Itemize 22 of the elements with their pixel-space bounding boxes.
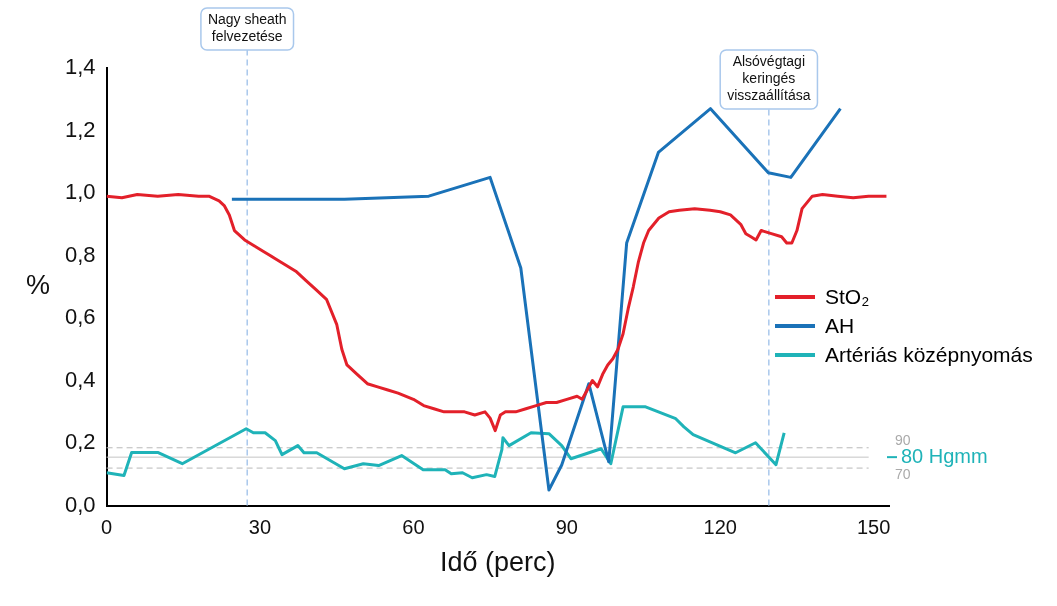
ref-line-label: Alsóvégtagi keringés visszaállítása <box>727 52 811 103</box>
x-axis-title: Idő (perc) <box>440 547 556 578</box>
y-tick-label: 1,4 <box>64 54 96 80</box>
y-tick-label: 0,8 <box>64 241 96 267</box>
y-tick-label: 0,2 <box>64 429 96 455</box>
x-tick-label: 0 <box>101 516 113 539</box>
legend-label: Artériás középnyomás <box>825 342 1033 368</box>
x-tick-label: 150 <box>856 516 891 539</box>
ref-line-label: Nagy sheath felvezetése <box>207 10 287 44</box>
x-tick-label: 30 <box>248 516 272 539</box>
y-tick-label: 0,4 <box>64 366 96 392</box>
y-axis-title: % <box>25 270 51 301</box>
y-tick-label: 0,0 <box>64 491 96 517</box>
legend-label: AH <box>825 313 855 339</box>
text: 70 <box>895 465 911 482</box>
x-tick-label: 120 <box>703 516 737 539</box>
x-tick-label: 60 <box>402 516 425 539</box>
y-tick-label: 1,2 <box>64 116 96 142</box>
x-tick-label: 90 <box>555 516 578 539</box>
y-tick-label: 0,6 <box>64 304 96 330</box>
y-tick-label: 1,0 <box>64 179 96 205</box>
legend-label: StO₂ <box>825 284 870 310</box>
